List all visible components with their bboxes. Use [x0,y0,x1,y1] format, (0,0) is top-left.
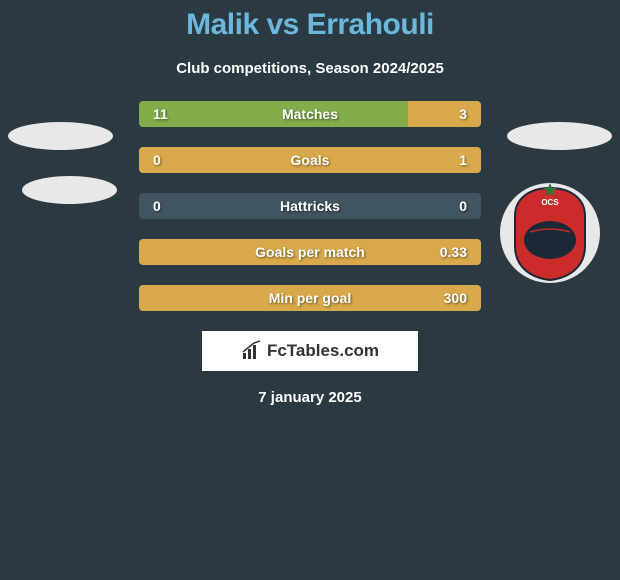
stat-bar-goals: Goals01 [139,147,481,173]
comparison-bars: Matches113 Goals01 Hattricks00 Goals per ma… [139,101,481,311]
bar-label: Goals [139,152,481,168]
bar-label: Hattricks [139,198,481,214]
source-logo-text: FcTables.com [267,341,379,361]
stat-bar-goals-per-match: Goals per match0.33 [139,239,481,265]
subtitle: Club competitions, Season 2024/2025 [0,60,620,77]
stat-bar-min-per-goal: Min per goal300 [139,285,481,311]
page-title: Malik vs Errahouli [0,8,620,42]
chart-icon [241,340,263,362]
comparison-infographic: Malik vs Errahouli Club competitions, Se… [0,0,620,406]
bar-label: Min per goal [139,290,481,306]
stat-bar-matches: Matches113 [139,101,481,127]
date-label: 7 january 2025 [0,389,620,406]
club-badge-right: OCS [500,178,600,288]
player-left-silhouette-head [8,122,113,150]
player-left-silhouette-body [22,176,117,204]
svg-text:OCS: OCS [541,198,559,207]
bar-label: Matches [139,106,481,122]
bar-label: Goals per match [139,244,481,260]
source-logo: FcTables.com [202,331,418,371]
player-right-silhouette-head [507,122,612,150]
stat-bar-hattricks: Hattricks00 [139,193,481,219]
